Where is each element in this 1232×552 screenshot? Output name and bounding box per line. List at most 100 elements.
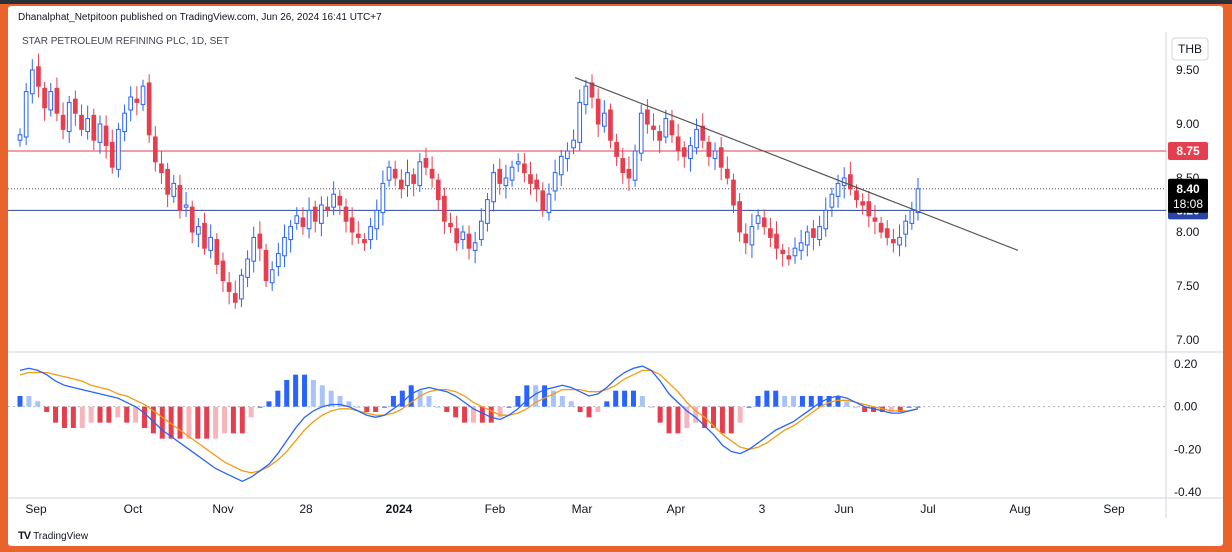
- macd-histogram-bar: [355, 406, 361, 408]
- candle-body: [312, 206, 318, 222]
- candle-body: [417, 161, 423, 187]
- macd-histogram-bar: [115, 406, 121, 418]
- candle-body: [239, 274, 244, 300]
- candle-body: [226, 282, 232, 292]
- macd-histogram-bar: [310, 380, 316, 407]
- price-chart[interactable]: THB9.509.008.508.007.507.000.200.00-0.20…: [8, 20, 1223, 540]
- candle-body: [620, 158, 626, 174]
- macd-histogram-bar: [746, 406, 752, 408]
- macd-histogram-bar: [666, 406, 672, 434]
- macd-histogram-bar: [195, 406, 201, 439]
- candle-body: [54, 87, 60, 114]
- candle-body: [448, 222, 453, 228]
- macd-histogram-bar: [61, 406, 67, 428]
- candle-body: [128, 96, 134, 111]
- candle-body: [306, 209, 312, 230]
- candle-body: [355, 233, 361, 238]
- candle-body: [177, 185, 183, 211]
- candle-body: [282, 236, 287, 257]
- candle-body: [48, 91, 54, 111]
- macd-histogram-bar: [577, 406, 583, 412]
- candle-body: [454, 228, 460, 244]
- time-tick-label: 3: [759, 502, 766, 516]
- macd-histogram-bar: [221, 406, 227, 434]
- candle-body: [835, 182, 841, 197]
- last-price-label: 8.40: [1176, 182, 1200, 196]
- candle-body: [632, 150, 638, 181]
- candle-body: [552, 172, 558, 192]
- macd-histogram-bar: [44, 406, 50, 412]
- macd-histogram-bar: [168, 406, 174, 439]
- macd-histogram-bar: [302, 374, 308, 407]
- macd-histogram-bar: [275, 390, 281, 407]
- candle-body: [392, 168, 398, 179]
- macd-histogram-bar: [728, 406, 734, 434]
- macd-histogram-bar: [630, 390, 636, 407]
- candle-body: [638, 112, 644, 154]
- candle-body: [386, 166, 392, 181]
- macd-histogram-bar: [373, 406, 379, 412]
- candle-body: [232, 293, 238, 303]
- macd-histogram-bar: [542, 385, 548, 407]
- candle-body: [79, 114, 84, 130]
- time-tick-label: Sep: [1103, 502, 1125, 516]
- candle-body: [251, 236, 257, 262]
- macd-histogram-bar: [88, 406, 94, 423]
- macd-histogram-bar: [791, 396, 797, 407]
- candle-body: [411, 174, 416, 184]
- macd-histogram-bar: [613, 390, 619, 407]
- candle-body: [116, 128, 121, 170]
- price-tick-label: 7.00: [1176, 333, 1200, 347]
- time-tick-label: 28: [299, 502, 313, 516]
- macd-histogram-bar: [782, 396, 788, 407]
- macd-histogram-bar: [124, 406, 130, 423]
- tradingview-footer[interactable]: TV TradingView: [18, 530, 88, 542]
- macd-histogram-bar: [808, 396, 814, 407]
- candle-body: [442, 195, 447, 222]
- candle-body: [829, 193, 835, 208]
- candle-body: [768, 228, 773, 238]
- candle-body: [85, 118, 91, 133]
- macd-histogram-bar: [497, 406, 503, 418]
- candle-body: [374, 209, 380, 230]
- macd-histogram-bar: [79, 406, 85, 428]
- candle-body: [294, 215, 300, 224]
- candle-body: [589, 82, 595, 98]
- tradingview-brand: TradingView: [33, 530, 89, 542]
- candle-body: [651, 125, 656, 130]
- macd-histogram-bar: [399, 390, 405, 407]
- price-tick-label: 7.50: [1176, 279, 1200, 293]
- candle-body: [17, 134, 23, 141]
- macd-histogram-bar: [35, 401, 41, 407]
- macd-histogram-bar: [559, 396, 565, 407]
- macd-histogram-bar: [711, 406, 717, 428]
- macd-histogram-bar: [586, 406, 592, 418]
- candle-body: [337, 195, 343, 206]
- candle-body: [97, 123, 103, 143]
- macd-histogram-bar: [328, 390, 334, 407]
- macd-histogram-bar: [675, 406, 681, 434]
- macd-histogram-bar: [622, 390, 628, 407]
- macd-histogram-bar: [906, 406, 912, 408]
- candle-body: [472, 242, 478, 251]
- candle-body: [669, 120, 675, 136]
- candle-body: [528, 174, 533, 184]
- candle-body: [522, 163, 527, 174]
- macd-histogram-bar: [604, 401, 610, 407]
- candle-body: [319, 204, 324, 224]
- macd-histogram-bar: [266, 401, 272, 407]
- candle-body: [368, 226, 373, 241]
- candle-body: [497, 168, 503, 184]
- candle-body: [786, 255, 792, 260]
- symbol-title[interactable]: STAR PETROLEUM REFINING PLC, 1D, SET: [22, 36, 230, 47]
- macd-histogram-bar: [470, 406, 476, 423]
- macd-histogram-bar: [444, 406, 450, 412]
- candle-body: [423, 158, 429, 168]
- candle-body: [103, 125, 109, 147]
- macd-histogram-bar: [346, 401, 352, 407]
- candle-body: [724, 168, 730, 179]
- chart-card: Dhanalphat_Netpitoon published on Tradin…: [8, 6, 1223, 546]
- macd-histogram-bar: [133, 406, 139, 423]
- macd-histogram-bar: [826, 396, 832, 407]
